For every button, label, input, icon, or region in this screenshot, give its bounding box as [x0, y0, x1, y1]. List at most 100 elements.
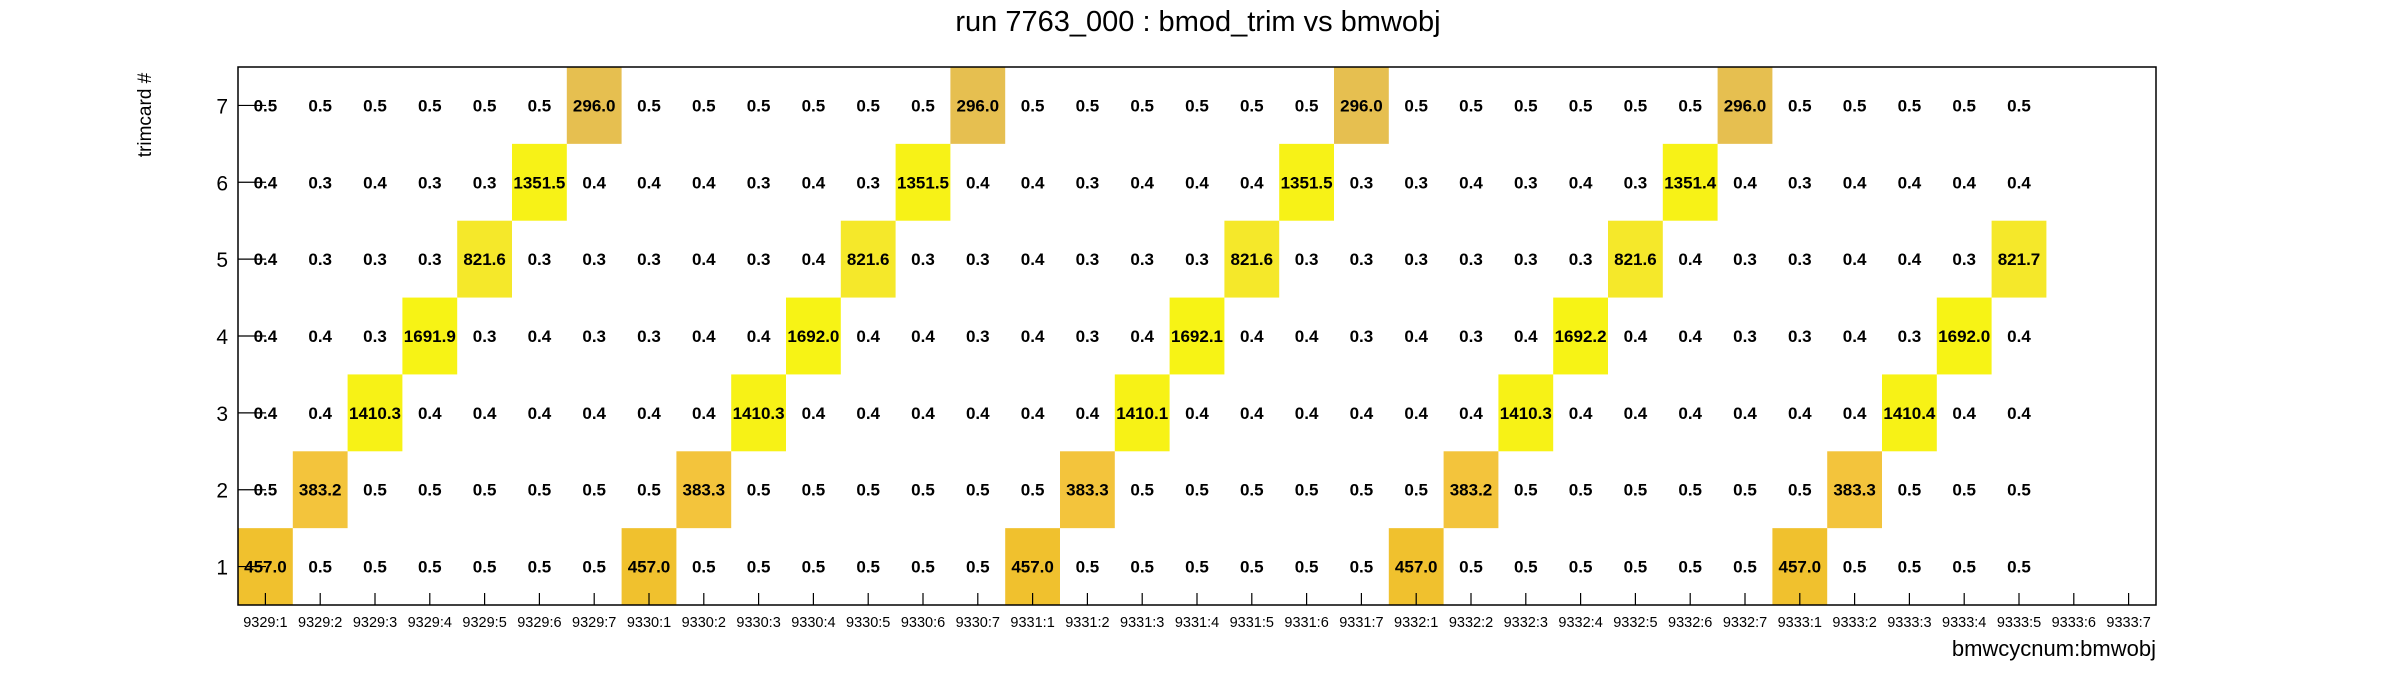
cell-label: 0.4 — [1240, 173, 1264, 192]
x-tick-label: 9332:2 — [1449, 615, 1493, 631]
cell-label: 0.4 — [966, 173, 990, 192]
heatmap-cell — [621, 528, 677, 605]
cell-label: 0.4 — [911, 404, 935, 423]
chart-title: run 7763_000 : bmod_trim vs bmwobj — [955, 6, 1440, 38]
heatmap-cell — [950, 67, 1006, 144]
cell-label: 0.5 — [1624, 481, 1648, 500]
cell-label: 0.5 — [1514, 481, 1538, 500]
cell-label: 0.5 — [1240, 481, 1264, 500]
cell-label: 0.4 — [1569, 404, 1593, 423]
cell-label: 0.5 — [528, 96, 552, 115]
cell-label: 383.3 — [1833, 481, 1876, 500]
cell-label: 0.4 — [1240, 327, 1264, 346]
cell-label: 1351.5 — [513, 173, 565, 192]
cell-label: 0.3 — [1624, 173, 1648, 192]
cell-label: 0.5 — [418, 558, 442, 577]
cell-label: 0.4 — [1240, 404, 1264, 423]
cell-label: 0.5 — [911, 96, 935, 115]
x-tick-label: 9330:6 — [901, 615, 945, 631]
cell-label: 457.0 — [1779, 558, 1822, 577]
cell-label: 0.5 — [1898, 558, 1922, 577]
cell-label: 0.5 — [1459, 96, 1483, 115]
cell-label: 0.5 — [582, 558, 606, 577]
cell-label: 0.4 — [2007, 173, 2031, 192]
cell-label: 0.4 — [1076, 404, 1100, 423]
cell-label: 0.5 — [1514, 558, 1538, 577]
x-tick-label: 9332:1 — [1394, 615, 1438, 631]
cell-label: 0.4 — [1021, 327, 1045, 346]
cell-label: 0.5 — [1240, 558, 1264, 577]
cell-label: 0.5 — [1130, 481, 1154, 500]
cell-label: 0.5 — [2007, 481, 2031, 500]
cell-label: 383.3 — [1066, 481, 1109, 500]
x-tick-label: 9331:3 — [1120, 615, 1164, 631]
cell-label: 1351.5 — [1281, 173, 1333, 192]
cell-label: 0.4 — [747, 327, 771, 346]
cell-label: 0.3 — [1459, 250, 1483, 269]
heatmap-cell — [1005, 528, 1060, 605]
cell-label: 0.3 — [1130, 250, 1154, 269]
cell-label: 0.5 — [747, 481, 771, 500]
cell-label: 0.5 — [473, 96, 497, 115]
cell-label: 0.4 — [637, 404, 661, 423]
cell-label: 0.3 — [1459, 327, 1483, 346]
x-tick-label: 9332:5 — [1613, 615, 1657, 631]
cell-label: 383.3 — [683, 481, 726, 500]
cell-label: 0.5 — [1185, 481, 1209, 500]
cell-label: 0.4 — [1569, 173, 1593, 192]
cell-label: 0.3 — [911, 250, 935, 269]
cell-label: 821.6 — [463, 250, 506, 269]
x-tick-label: 9330:3 — [736, 615, 780, 631]
cell-label: 1410.3 — [1500, 404, 1552, 423]
cell-label: 0.5 — [1952, 481, 1976, 500]
cell-label: 0.4 — [1130, 173, 1154, 192]
cell-label: 0.5 — [308, 558, 332, 577]
cell-label: 0.5 — [747, 558, 771, 577]
cell-label: 0.5 — [1295, 558, 1319, 577]
heatmap-cell — [731, 374, 786, 452]
heatmap-cell — [1608, 220, 1663, 298]
cell-label: 0.4 — [2007, 404, 2031, 423]
cell-label: 0.3 — [308, 250, 332, 269]
heatmap-cell — [1553, 297, 1608, 375]
cell-label: 0.5 — [856, 481, 880, 500]
heatmap-cell — [292, 451, 348, 529]
cell-label: 1351.4 — [1664, 173, 1717, 192]
cell-label: 1410.1 — [1116, 404, 1168, 423]
cell-label: 0.5 — [1130, 96, 1154, 115]
cell-label: 0.4 — [692, 173, 716, 192]
heatmap-cell — [402, 297, 458, 375]
cell-label: 0.3 — [1350, 173, 1374, 192]
x-tick-label: 9332:7 — [1723, 615, 1767, 631]
cell-label: 0.4 — [1952, 404, 1976, 423]
cell-label: 0.4 — [1843, 404, 1867, 423]
heatmap-cell — [1443, 451, 1499, 529]
cell-label: 457.0 — [1011, 558, 1054, 577]
cell-label: 0.3 — [1076, 327, 1100, 346]
cell-label: 0.4 — [1624, 404, 1648, 423]
x-tick-label: 9331:1 — [1010, 615, 1054, 631]
cell-label: 0.5 — [1295, 481, 1319, 500]
cell-label: 0.4 — [856, 404, 880, 423]
cell-label: 0.4 — [1404, 327, 1428, 346]
heatmap-cell — [840, 220, 896, 298]
cell-label: 0.5 — [1569, 558, 1593, 577]
x-tick-label: 9333:4 — [1942, 615, 1986, 631]
cell-label: 0.5 — [1240, 96, 1264, 115]
cell-label: 0.4 — [1733, 173, 1757, 192]
cell-label: 0.5 — [1185, 96, 1209, 115]
heatmap-cell — [1279, 143, 1334, 221]
heatmap-cell — [676, 451, 732, 529]
x-tick-label: 9331:5 — [1230, 615, 1274, 631]
cell-label: 0.3 — [363, 327, 387, 346]
x-tick-label: 9332:6 — [1668, 615, 1712, 631]
y-tick-label: 1 — [216, 557, 228, 580]
cell-label: 0.5 — [911, 558, 935, 577]
x-tick-label: 9329:4 — [408, 615, 452, 631]
x-tick-label: 9333:6 — [2052, 615, 2096, 631]
cell-label: 457.0 — [628, 558, 671, 577]
cell-label: 0.4 — [1843, 173, 1867, 192]
cell-label: 0.4 — [582, 404, 606, 423]
cell-label: 0.4 — [802, 173, 826, 192]
